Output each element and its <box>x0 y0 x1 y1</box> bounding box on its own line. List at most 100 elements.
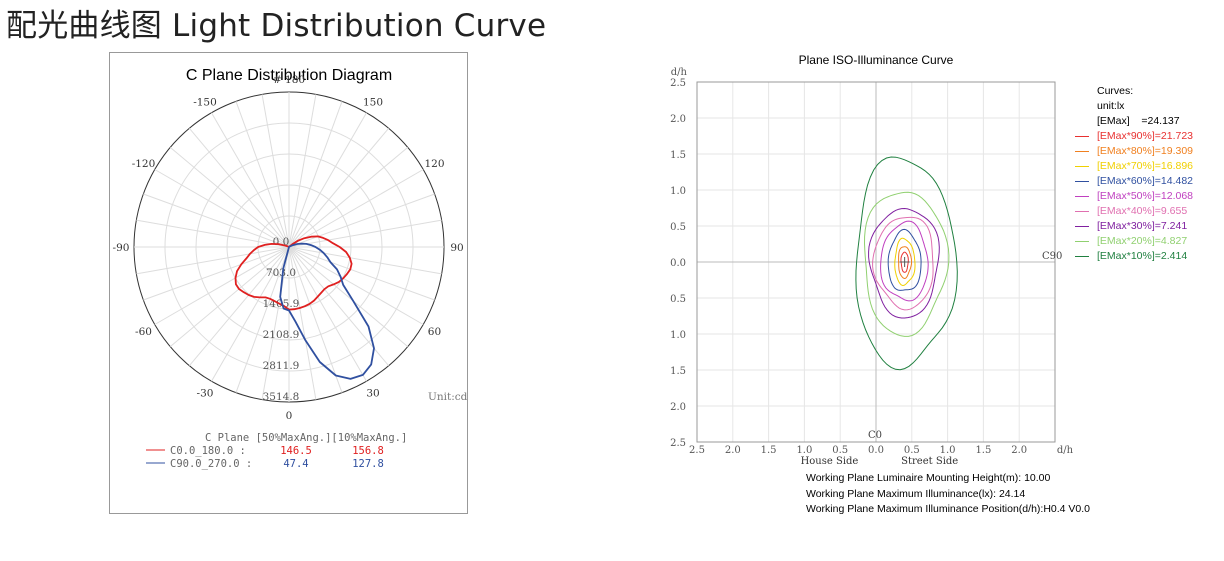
iso-plot-frame <box>696 81 1056 443</box>
iso-c90-label: C90 <box>1042 251 1062 262</box>
polar-tenth-max-angle: 127.8 <box>352 458 384 470</box>
max-illuminance-text: Working Plane Maximum Illuminance(lx): 2… <box>806 487 1026 500</box>
polar-grid-spoke <box>288 127 390 248</box>
legend-level-item: [EMax*80%]=19.309 <box>1075 144 1193 159</box>
polar-angle-label: -150 <box>193 97 217 109</box>
iso-y-tick-label: 1.0 <box>670 330 686 341</box>
polar-grid-spoke <box>288 246 435 301</box>
legend-level-swatch <box>1075 166 1089 167</box>
polar-angle-label: -90 <box>113 242 130 254</box>
legend-level-swatch <box>1075 181 1089 182</box>
legend-level-item: [EMax*50%]=12.068 <box>1075 189 1194 204</box>
polar-grid-spoke <box>261 246 290 400</box>
polar-grid-spoke <box>288 146 409 248</box>
iso-y-tick-label: 1.0 <box>670 186 686 197</box>
legend-unit: unit:lx <box>1097 100 1125 112</box>
polar-grid-spoke <box>288 169 424 248</box>
iso-y-tick-label: 0.5 <box>670 222 686 233</box>
legend-level-item: [EMax*30%]=7.241 <box>1075 219 1193 234</box>
polar-grid-spoke <box>288 246 367 382</box>
polar-grid-spoke <box>288 246 390 367</box>
page-title: 配光曲线图 Light Distribution Curve <box>6 8 547 44</box>
polar-grid-spoke <box>261 94 290 248</box>
polar-grid-spoke <box>288 219 442 248</box>
legend-level-item: [EMax*70%]=16.896 <box>1075 159 1194 174</box>
polar-grid-spoke <box>136 219 290 248</box>
polar-grid-spoke <box>288 246 409 348</box>
polar-grid-spoke <box>143 193 290 248</box>
iso-title: Plane ISO-Illuminance Curve <box>799 53 954 67</box>
legend-level-swatch <box>1075 151 1089 152</box>
polar-grid-spoke <box>188 246 290 367</box>
polar-grid-spoke <box>211 112 290 248</box>
legend-level-swatch <box>1075 256 1089 257</box>
legend-level-label: [EMax*40%]=9.655 <box>1097 205 1188 217</box>
polar-grid-spoke <box>143 246 290 301</box>
iso-x-tick-label: 1.0 <box>940 445 956 456</box>
polar-grid-spoke <box>288 246 317 400</box>
iso-x-tick-label: 2.5 <box>689 445 705 456</box>
iso-street-side-label: Street Side <box>901 456 958 467</box>
legend-level-item: [EMax*90%]=21.723 <box>1075 129 1194 144</box>
polar-grid-spoke <box>288 246 442 275</box>
legend-level-label: [EMax*20%]=4.827 <box>1097 235 1188 247</box>
polar-angle-label: 0 <box>286 410 293 422</box>
legend-level-swatch <box>1075 226 1089 227</box>
legend-levels: [EMax*90%]=21.723 [EMax*80%]=19.309 [EMax*… <box>1075 129 1194 264</box>
polar-grid-spoke <box>188 127 290 248</box>
polar-grid-spoke <box>288 193 435 248</box>
max-position-text: Working Plane Maximum Illuminance Positi… <box>806 503 1091 515</box>
iso-c0-label: C0 <box>868 430 882 441</box>
polar-radial-label: 3514.8 <box>263 391 300 403</box>
polar-grid-spoke <box>154 246 290 325</box>
polar-grid-spoke <box>288 101 343 248</box>
polar-grid-spoke <box>288 246 343 393</box>
iso-contour-2 <box>894 237 916 287</box>
iso-house-side-label: House Side <box>801 456 859 467</box>
iso-y-tick-label: 2.5 <box>670 438 686 449</box>
legend-level-label: [EMax*90%]=21.723 <box>1097 130 1194 142</box>
iso-y-tick-label: 1.5 <box>670 150 686 161</box>
iso-contour-6 <box>868 207 940 319</box>
legend-emax: [EMax] =24.137 <box>1097 114 1193 129</box>
polar-grid-spoke <box>288 246 424 325</box>
polar-radial-label: 2811.9 <box>263 360 300 372</box>
iso-contour-7 <box>863 191 950 337</box>
legend-title: Curves: <box>1097 85 1134 97</box>
legend-level-label: [EMax*70%]=16.896 <box>1097 160 1194 172</box>
polar-angle-label: -30 <box>197 387 214 399</box>
polar-angle-label: -120 <box>132 158 156 170</box>
iso-x-tick-label: 1.0 <box>796 445 812 456</box>
polar-angle-label: # 180 <box>273 74 305 86</box>
polar-unit-label: Unit:cd <box>428 391 467 403</box>
polar-grid-spoke <box>154 169 290 248</box>
legend-emax-label: [EMax] <box>1097 115 1130 127</box>
iso-x-tick-label: 1.5 <box>975 445 991 456</box>
polar-chart: C Plane Distribution Diagram# 180 150 120 9… <box>113 67 467 470</box>
polar-grid-spoke <box>235 246 290 393</box>
polar-angle-label: 150 <box>363 97 383 109</box>
iso-y-tick-label: 2.5 <box>670 78 686 89</box>
iso-x-tick-label: 2.0 <box>1011 445 1027 456</box>
iso-contour-5 <box>872 216 934 311</box>
polar-tenth-max-angle: 156.8 <box>352 445 384 457</box>
polar-grid-spoke <box>288 112 367 248</box>
polar-radial-label: 2108.9 <box>263 329 300 341</box>
legend-level-label: [EMax*50%]=12.068 <box>1097 190 1194 202</box>
polar-grid-spoke <box>169 246 290 348</box>
legend-emax-value: =24.137 <box>1141 115 1180 127</box>
iso-y-tick-label: 1.5 <box>670 366 686 377</box>
polar-grid-spoke <box>136 246 290 275</box>
iso-contour-4 <box>880 220 929 302</box>
polar-angle-label: 120 <box>424 158 444 170</box>
legend-level-item: [EMax*10%]=2.414 <box>1075 249 1193 264</box>
legend-level-swatch <box>1075 211 1089 212</box>
iso-x-tick-label: 1.5 <box>761 445 777 456</box>
polar-angle-label: 90 <box>450 242 463 254</box>
polar-grid-spoke <box>211 246 290 382</box>
polar-grid-spoke <box>235 101 290 248</box>
legend-level-item: [EMax*40%]=9.655 <box>1075 204 1193 219</box>
polar-angle-label: 30 <box>366 387 379 399</box>
legend-level-item: [EMax*60%]=14.482 <box>1075 174 1193 189</box>
polar-series-curve-0 <box>234 235 353 311</box>
